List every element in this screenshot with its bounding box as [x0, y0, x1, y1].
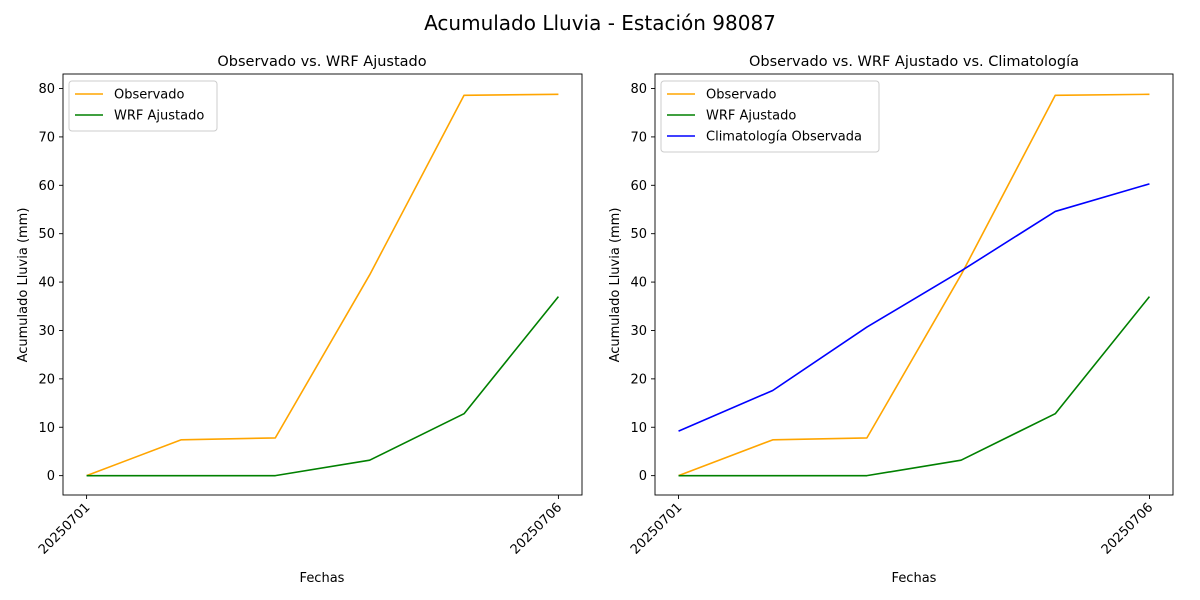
y-tick-label-left-7: 70 — [38, 130, 55, 145]
y-tick-label-left-8: 80 — [38, 82, 55, 97]
x-tick-label-right-0: 20250701 — [628, 500, 685, 557]
y-tick-label-left-2: 20 — [38, 372, 55, 387]
x-tick-label-right-1: 20250706 — [1099, 500, 1156, 557]
legend-left: Observado WRF Ajustado — [68, 80, 218, 132]
y-tick-label-left-3: 30 — [38, 324, 55, 339]
plot-frame-right — [654, 73, 1174, 496]
y-tick-label-right-1: 10 — [630, 421, 647, 436]
series-line-left-1 — [86, 296, 560, 477]
legend-label-right-1: WRF Ajustado — [706, 109, 796, 124]
chart-left: Observado vs. WRF Ajustado Fechas Acumul… — [16, 54, 583, 586]
chart-right-title: Observado vs. WRF Ajustado vs. Climatolo… — [749, 54, 1079, 70]
legend-box-left — [68, 80, 218, 132]
series-line-right-2 — [678, 183, 1150, 432]
figure-suptitle: Acumulado Lluvia - Estación 98087 — [424, 11, 776, 35]
chart-left-ylabel: Acumulado Lluvia (mm) — [16, 208, 31, 363]
legend-label-right-0: Observado — [706, 88, 777, 103]
series-line-right-1 — [678, 296, 1151, 477]
y-tick-label-left-4: 40 — [38, 276, 55, 291]
legend-right: Observado WRF Ajustado Climatología Observ… — [660, 80, 880, 153]
legend-label-left-1: WRF Ajustado — [114, 109, 204, 124]
chart-right-ylabel: Acumulado Lluvia (mm) — [608, 208, 623, 363]
y-tick-label-right-5: 50 — [630, 227, 647, 242]
y-tick-label-left-0: 0 — [47, 469, 55, 484]
y-tick-label-left-6: 60 — [38, 179, 55, 194]
x-tick-label-left-0: 20250701 — [36, 500, 93, 557]
series-line-left-0 — [86, 93, 559, 477]
y-tick-label-right-2: 20 — [630, 372, 647, 387]
legend-box-right — [660, 80, 880, 153]
plot-frame-left — [62, 73, 583, 496]
y-tick-label-right-3: 30 — [630, 324, 647, 339]
chart-left-title: Observado vs. WRF Ajustado — [217, 54, 426, 70]
legend-label-left-0: Observado — [114, 88, 185, 103]
y-tick-label-right-6: 60 — [630, 179, 647, 194]
chart-right-xlabel: Fechas — [892, 571, 937, 586]
legend-label-right-2: Climatología Observada — [706, 130, 862, 145]
y-tick-label-left-5: 50 — [38, 227, 55, 242]
series-line-right-0 — [678, 93, 1150, 477]
y-tick-label-left-1: 10 — [38, 421, 55, 436]
x-tick-label-left-1: 20250706 — [508, 500, 565, 557]
y-tick-label-right-7: 70 — [630, 130, 647, 145]
y-tick-label-right-4: 40 — [630, 276, 647, 291]
chart-left-xlabel: Fechas — [300, 571, 345, 586]
chart-right: Observado vs. WRF Ajustado vs. Climatolo… — [608, 54, 1174, 586]
y-tick-label-right-0: 0 — [639, 469, 647, 484]
y-tick-label-right-8: 80 — [630, 82, 647, 97]
